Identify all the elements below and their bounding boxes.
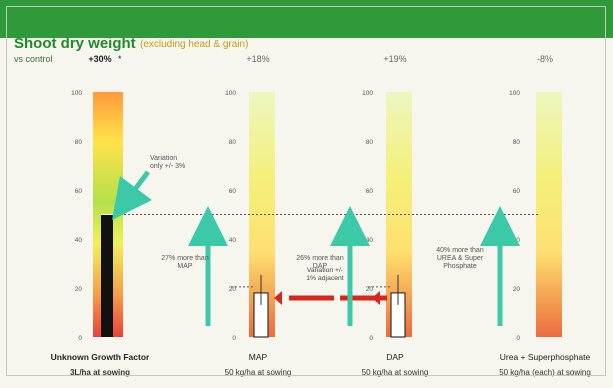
change-vs-control: -8%: [537, 54, 553, 64]
annotation-text: Variation +/-1% adjacent: [306, 267, 344, 282]
category-label: Urea + Superphosphate: [500, 352, 591, 362]
category-label: Unknown Growth Factor: [51, 352, 150, 362]
rate-label: 50 kg/ha at sowing: [225, 368, 292, 377]
y-tick-label: 0: [369, 335, 373, 342]
y-tick-label: 80: [75, 139, 83, 146]
y-tick-label: 80: [229, 139, 237, 146]
y-tick-label: 100: [71, 90, 82, 97]
y-tick-label: 80: [366, 139, 374, 146]
chart-subtitle-note: (excluding head & grain): [140, 39, 248, 50]
y-tick-label: 40: [366, 237, 374, 244]
red-arrow-head: [372, 291, 380, 305]
annotation-text: 40% more than UREA & Super Phosphate: [436, 247, 484, 270]
y-tick-label: 0: [78, 335, 82, 342]
y-tick-label: 80: [513, 139, 521, 146]
y-tick-label: 100: [509, 90, 520, 97]
change-vs-control: +19%: [383, 54, 406, 64]
panels-layer: 0 20 40 60 80 100 0 20 40 60 80 100 0 20 40 60 80 100 0 20 4…: [71, 90, 562, 342]
y-tick-label: 60: [513, 188, 521, 195]
scale-strip: [536, 92, 562, 337]
y-tick-label: 20: [513, 286, 521, 293]
change-vs-control: +30%: [88, 54, 111, 64]
page-title: Crop growth: [14, 11, 109, 28]
annotation-text: 26% more than DAP: [296, 255, 344, 270]
y-tick-label: 40: [513, 237, 521, 244]
y-tick-label: 0: [232, 335, 236, 342]
y-tick-label: 0: [516, 335, 520, 342]
red-arrow-head: [274, 291, 282, 305]
y-tick-label: 40: [75, 237, 83, 244]
category-label: MAP: [249, 352, 268, 362]
page-title-note: (in slightly alkaline PhB soil): [126, 15, 250, 26]
data-bar: [101, 214, 113, 337]
labels-layer: +30% Unknown Growth Factor 3L/ha at sowing…: [51, 54, 591, 377]
y-tick-label: 20: [366, 286, 374, 293]
bars-layer: [101, 214, 406, 338]
y-tick-label: 60: [229, 188, 237, 195]
asterisk-mark: *: [118, 54, 122, 64]
rate-label: 50 kg/ha at sowing: [362, 368, 429, 377]
y-tick-label: 20: [229, 286, 237, 293]
y-tick-label: 100: [225, 90, 236, 97]
annotation-text: 27% more than MAP: [161, 255, 209, 270]
annotation-text: Variation only +/- 3%: [150, 155, 185, 170]
annotations-layer: Variation only +/- 3% 27% more than MAP Vari…: [112, 155, 520, 326]
rate-label: 3L/ha at sowing: [70, 368, 130, 377]
green-arrow: [112, 170, 152, 220]
chart-subtitle: Shoot dry weight: [14, 35, 136, 52]
y-tick-label: 20: [75, 286, 83, 293]
y-tick-label: 60: [366, 188, 374, 195]
y-tick-label: 100: [362, 90, 373, 97]
y-tick-label: 40: [229, 237, 237, 244]
change-vs-control: +18%: [246, 54, 269, 64]
category-label: DAP: [386, 352, 404, 362]
y-tick-label: 60: [75, 188, 83, 195]
rate-label: 50 kg/ha (each) at sowing: [499, 368, 591, 377]
vs-control-label: vs control: [14, 54, 53, 64]
